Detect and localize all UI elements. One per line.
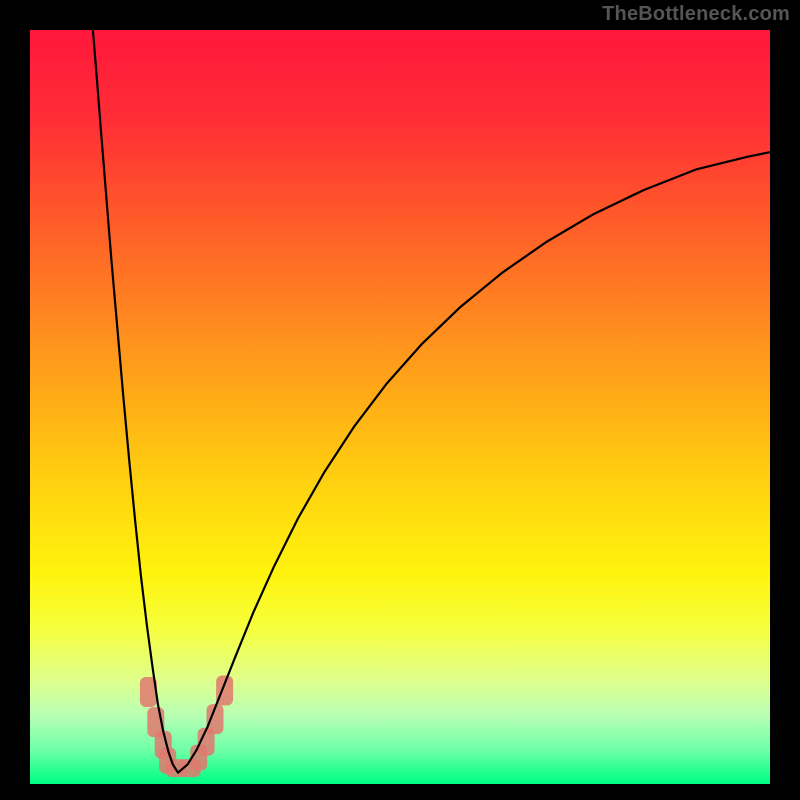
bottleneck-chart xyxy=(0,0,800,800)
gradient-background xyxy=(30,30,770,784)
watermark-text: TheBottleneck.com xyxy=(602,3,790,26)
